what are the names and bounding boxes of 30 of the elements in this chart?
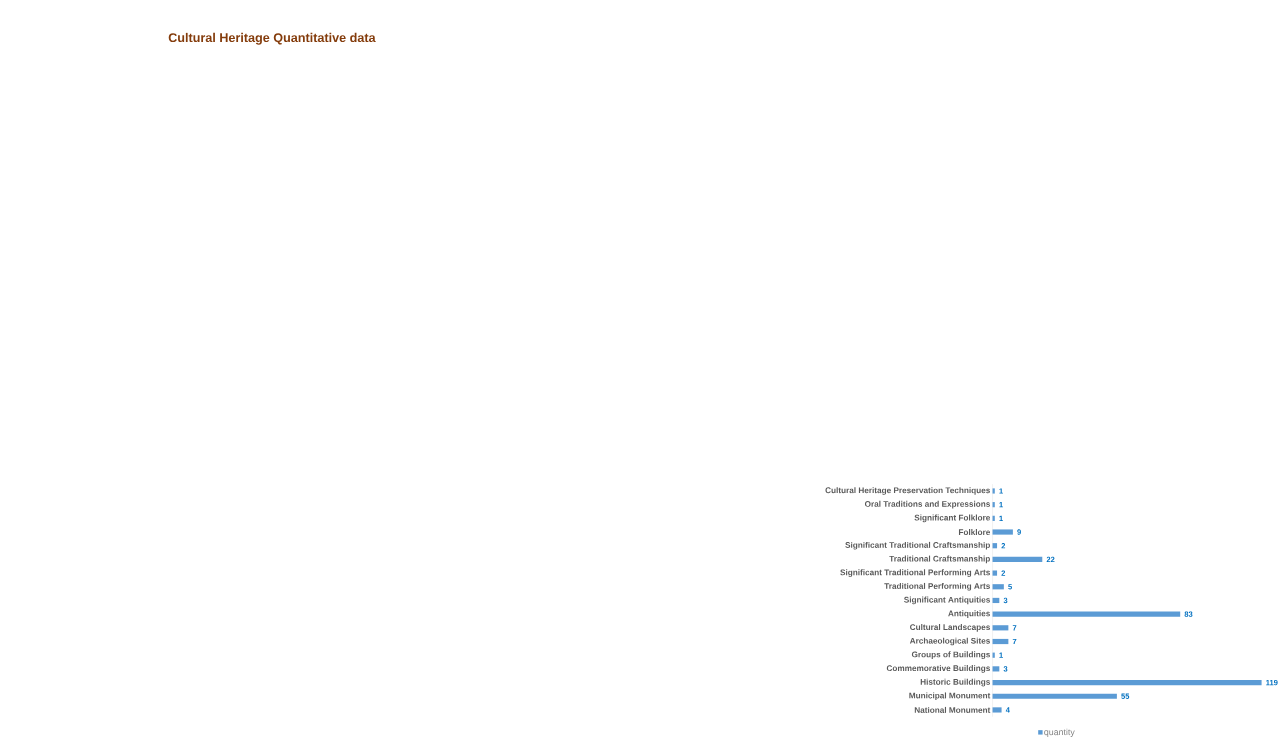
y-tick-label: Folklore [958,529,991,536]
bar [992,707,1002,713]
bar [992,680,1262,686]
bar [992,584,1004,590]
y-tick-label: Significant Traditional Performing Arts [840,569,990,578]
bar [992,557,1043,563]
y-tick-label: Groups of Buildings [911,651,990,660]
y-tick-label: Traditional Craftsmanship [889,555,990,564]
y-tick-label: Archaeological Sites [909,637,990,646]
y-tick-label: Significant Antiquities [904,596,990,605]
y-tick-label: Commemorative Buildings [886,665,990,673]
y-tick-label: Oral Traditions and Expressions [864,501,990,509]
legend-label: quantity [1044,728,1075,738]
y-tick-label: Cultural Heritage Preservation Techniques [825,487,990,496]
y-tick-label: Antiquities [948,610,990,619]
y-tick-label: Cultural Landscapes [910,624,990,632]
bar [992,488,995,494]
bar [992,529,1013,535]
text: Cultural Heritage Quantitative data [168,33,376,45]
bar [992,639,1009,645]
bar [992,625,1009,631]
bar [992,693,1117,700]
y-tick-label: National Monument [914,707,991,714]
bar [992,570,998,576]
y-tick-label: Significant Folklore [914,514,991,523]
bar [992,611,1181,617]
y-tick-label: Significant Traditional Craftsmanship [845,542,990,550]
y-tick-label: Municipal Monument [909,692,991,701]
y-tick-label: Historic Buildings [920,678,990,687]
y-tick-label: Traditional Performing Arts [884,583,990,591]
